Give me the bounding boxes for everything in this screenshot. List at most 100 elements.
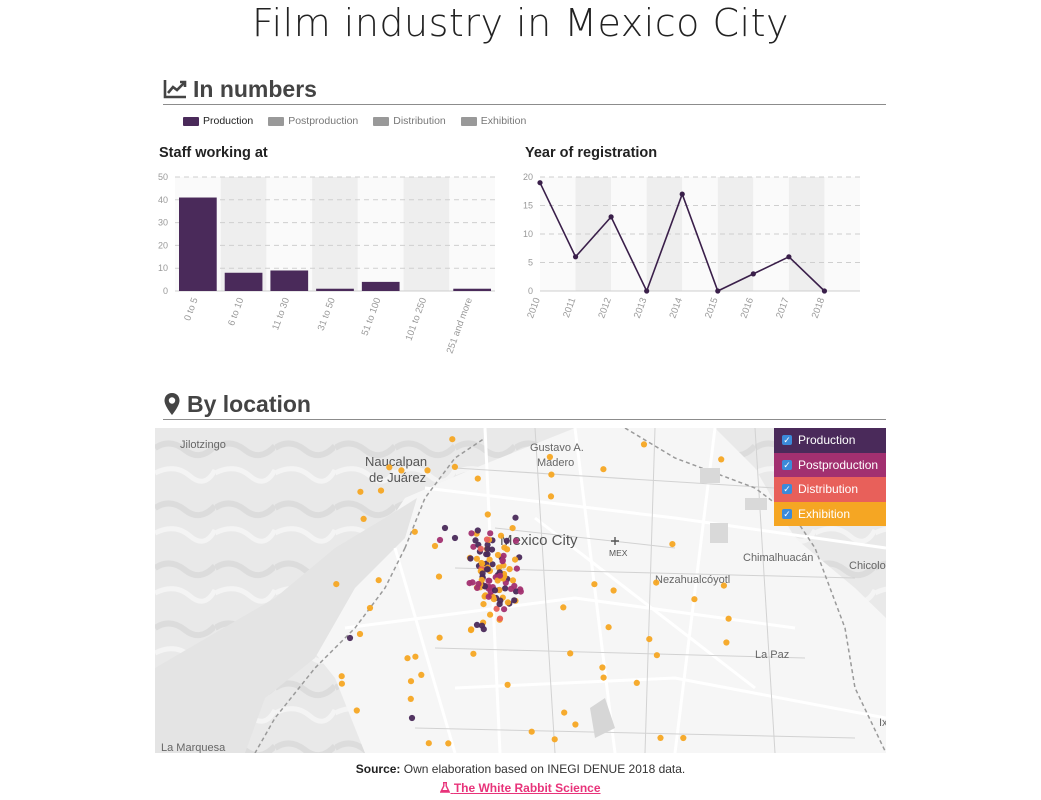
location-marker[interactable] (600, 466, 607, 473)
location-marker[interactable] (484, 551, 491, 558)
location-marker[interactable] (488, 546, 496, 553)
location-marker[interactable] (436, 634, 443, 641)
map-canvas[interactable]: Jilotzingo Naucalpan de Juárez Gustavo A… (155, 428, 886, 753)
location-marker[interactable] (501, 544, 508, 551)
location-marker[interactable] (475, 580, 482, 588)
location-marker[interactable] (502, 585, 509, 592)
location-marker[interactable] (653, 579, 660, 586)
location-marker[interactable] (366, 604, 374, 612)
location-marker[interactable] (398, 467, 405, 474)
data-point[interactable] (821, 288, 828, 294)
location-marker[interactable] (357, 488, 364, 495)
location-marker[interactable] (509, 577, 517, 584)
data-point[interactable] (644, 288, 650, 294)
location-marker[interactable] (377, 487, 385, 494)
data-point[interactable] (679, 191, 685, 197)
legend-item-production[interactable]: Production (183, 115, 253, 127)
location-marker[interactable] (496, 615, 504, 622)
location-marker[interactable] (449, 436, 456, 443)
location-marker[interactable] (478, 622, 486, 629)
location-marker[interactable] (517, 588, 524, 595)
location-marker[interactable] (501, 606, 508, 613)
location-marker[interactable] (500, 552, 507, 559)
location-marker[interactable] (435, 573, 443, 580)
data-point[interactable] (608, 214, 614, 220)
location-marker[interactable] (407, 695, 414, 702)
bar[interactable] (224, 272, 263, 291)
location-marker[interactable] (497, 532, 505, 539)
location-marker[interactable] (451, 463, 458, 470)
location-marker[interactable] (473, 621, 481, 628)
location-marker[interactable] (480, 601, 487, 608)
location-marker[interactable] (486, 556, 493, 563)
data-point[interactable] (715, 288, 721, 294)
layer-toggle-exhibition[interactable]: ✓ Exhibition (774, 501, 886, 526)
location-marker[interactable] (669, 541, 676, 548)
location-marker[interactable] (605, 624, 612, 631)
bar[interactable] (453, 288, 491, 291)
location-marker[interactable] (506, 566, 513, 573)
checkbox-checked-icon[interactable]: ✓ (782, 435, 792, 446)
location-marker[interactable] (346, 634, 354, 642)
location-marker[interactable] (718, 456, 725, 463)
location-marker[interactable] (474, 475, 481, 482)
location-marker[interactable] (512, 514, 519, 521)
location-marker[interactable] (470, 543, 477, 550)
location-marker[interactable] (478, 560, 486, 567)
data-point[interactable] (750, 271, 756, 277)
location-marker[interactable] (338, 673, 345, 680)
location-marker[interactable] (487, 530, 494, 537)
location-marker[interactable] (600, 674, 607, 681)
location-marker[interactable] (512, 537, 520, 544)
location-marker[interactable] (473, 555, 480, 562)
bar[interactable] (316, 288, 354, 291)
location-marker[interactable] (723, 639, 730, 646)
location-marker[interactable] (509, 525, 516, 532)
location-marker[interactable] (484, 511, 491, 518)
data-point[interactable] (572, 254, 579, 260)
location-marker[interactable] (375, 577, 382, 584)
location-marker[interactable] (474, 527, 481, 534)
location-marker[interactable] (720, 582, 728, 589)
legend-item-postproduction[interactable]: Postproduction (268, 115, 358, 127)
location-marker[interactable] (551, 736, 558, 743)
location-marker[interactable] (404, 655, 411, 662)
data-point[interactable] (537, 180, 543, 186)
legend-item-exhibition[interactable]: Exhibition (460, 115, 526, 127)
location-markers[interactable] (333, 436, 732, 747)
checkbox-checked-icon[interactable]: ✓ (782, 508, 792, 519)
location-marker[interactable] (490, 596, 497, 603)
location-marker[interactable] (496, 586, 503, 594)
location-marker[interactable] (483, 536, 491, 543)
location-marker[interactable] (653, 652, 660, 659)
location-marker[interactable] (425, 740, 432, 747)
location-marker[interactable] (513, 565, 520, 572)
location-marker[interactable] (467, 627, 475, 634)
location-marker[interactable] (657, 734, 664, 741)
bar[interactable] (361, 281, 400, 291)
location-marker[interactable] (486, 577, 493, 584)
location-marker[interactable] (504, 599, 511, 606)
checkbox-checked-icon[interactable]: ✓ (782, 484, 792, 495)
checkbox-checked-icon[interactable]: ✓ (782, 459, 792, 470)
location-marker[interactable] (418, 671, 425, 678)
location-marker[interactable] (386, 464, 393, 471)
location-marker[interactable] (493, 605, 500, 612)
location-marker[interactable] (441, 524, 449, 532)
location-marker[interactable] (412, 653, 419, 660)
location-marker[interactable] (484, 566, 491, 573)
location-marker[interactable] (487, 611, 494, 618)
legend-item-distribution[interactable]: Distribution (373, 115, 446, 127)
location-marker[interactable] (496, 601, 503, 608)
location-marker[interactable] (591, 581, 598, 588)
location-marker[interactable] (353, 707, 360, 714)
location-marker[interactable] (561, 709, 568, 716)
location-marker[interactable] (499, 558, 506, 565)
location-marker[interactable] (469, 579, 476, 586)
location-marker[interactable] (407, 678, 415, 685)
location-marker[interactable] (560, 604, 567, 611)
location-marker[interactable] (360, 515, 367, 522)
location-marker[interactable] (646, 636, 653, 643)
location-marker[interactable] (599, 664, 606, 671)
location-map[interactable]: Jilotzingo Naucalpan de Juárez Gustavo A… (155, 428, 886, 753)
